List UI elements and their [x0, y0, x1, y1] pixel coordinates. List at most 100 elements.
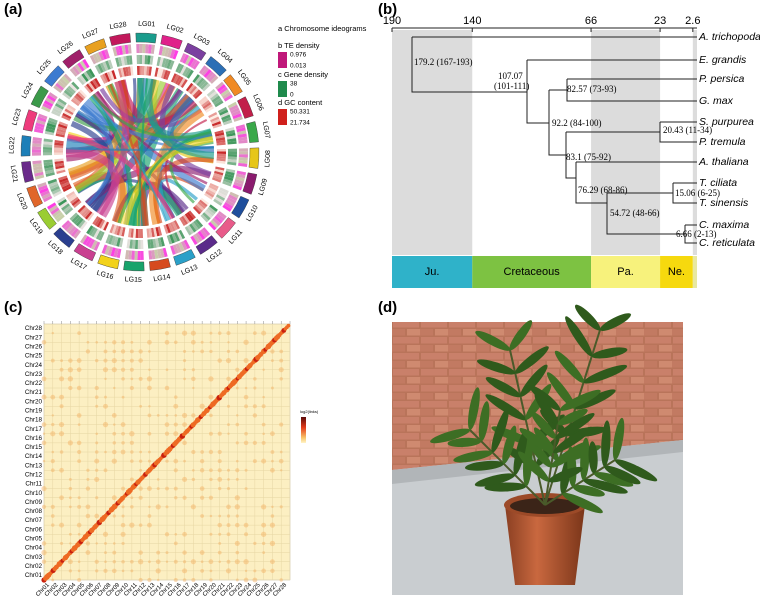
interchrom-signal [269, 540, 276, 547]
soil [510, 498, 580, 514]
y-chr-label: Chr14 [25, 453, 43, 460]
leaflet [553, 426, 593, 454]
chromosome-label: LG27 [81, 28, 100, 41]
interchrom-signal [59, 450, 64, 454]
interchrom-signal [51, 422, 55, 427]
gene-density [126, 55, 130, 65]
interchrom-signal [261, 458, 267, 464]
te-density [161, 46, 167, 57]
gene-density [226, 135, 237, 140]
synteny-link [67, 133, 175, 220]
interchrom-signal [218, 486, 222, 491]
te-density [217, 84, 226, 93]
interchrom-signal [77, 423, 81, 426]
te-density [145, 44, 149, 54]
gc-content [84, 85, 92, 94]
gene-density [67, 85, 76, 94]
interchrom-signal [77, 578, 82, 582]
te-density [238, 148, 248, 152]
gene-density [88, 226, 96, 236]
interchrom-signal [111, 495, 117, 501]
te-density [192, 60, 200, 70]
te-density [226, 197, 237, 204]
interchrom-signal [120, 522, 126, 528]
gene-density [105, 234, 112, 244]
gene-density [221, 114, 231, 121]
interchrom-signal [86, 468, 90, 472]
interchrom-signal [94, 358, 99, 363]
interchrom-signal [130, 459, 134, 463]
gc-content [146, 66, 150, 76]
interchrom-signal [138, 523, 143, 527]
interchrom-signal [244, 431, 248, 436]
y-chr-label: Chr22 [25, 380, 43, 387]
leaflet [485, 394, 526, 421]
gc-content [136, 66, 140, 76]
leaflet [593, 472, 634, 487]
interchrom-signal [138, 486, 143, 491]
gene-density [156, 56, 162, 67]
leaflet [515, 346, 549, 374]
te-density [118, 45, 124, 55]
gc-content [81, 208, 89, 217]
gene-density [120, 56, 125, 66]
interchrom-signal [120, 531, 126, 537]
te-density [175, 243, 182, 253]
te-density [32, 146, 42, 150]
gene-density [217, 192, 227, 199]
ideogram [215, 217, 236, 239]
gene-density [86, 225, 94, 235]
gene-density [147, 239, 152, 249]
gc-content [86, 212, 95, 222]
interchrom-signal [50, 468, 55, 473]
interchrom-signal [183, 377, 186, 381]
gene-density [223, 119, 233, 126]
gene-density [194, 75, 203, 85]
interchrom-signal [67, 559, 73, 565]
gc-content [61, 115, 71, 122]
te-density [142, 44, 146, 54]
interchrom-signal [190, 559, 196, 565]
interchrom-signal [77, 532, 81, 536]
gc-content [187, 84, 196, 93]
interchrom-signal [112, 431, 117, 436]
interchrom-signal [243, 522, 249, 528]
interchrom-signal [217, 331, 222, 335]
phylogeny: 190 140 66 23 2.6 Ju. Cretaceous Pa. Ne. A. trich… [383, 15, 760, 288]
y-chr-label: Chr04 [25, 545, 43, 552]
chromosome-label: LG11 [228, 229, 244, 246]
interchrom-signal [120, 367, 126, 372]
chromosome-label: LG07 [261, 121, 271, 139]
interchrom-signal [59, 467, 64, 473]
y-chr-label: Chr26 [25, 344, 43, 351]
era-label: Pa. [617, 266, 634, 278]
interchrom-signal [59, 404, 64, 409]
interchrom-signal [226, 404, 231, 408]
chromosome-label: LG20 [15, 192, 28, 211]
interchrom-signal [181, 330, 188, 336]
gc-content [70, 196, 79, 205]
interchrom-signal [112, 550, 117, 555]
y-chr-label: Chr03 [25, 554, 43, 561]
gene-density [149, 55, 154, 65]
interchrom-signal [77, 496, 81, 500]
te-density [101, 244, 108, 255]
chromosome-label: LG23 [11, 108, 22, 126]
te-density [112, 46, 118, 57]
gene-density [43, 141, 53, 145]
interchrom-signal [253, 541, 257, 546]
gene-density [224, 173, 235, 179]
interchrom-signal [147, 339, 152, 345]
interchrom-signal [147, 514, 152, 518]
interchrom-signal [130, 377, 134, 381]
te-density [209, 75, 219, 84]
gene-density [196, 77, 205, 87]
gc-content [214, 168, 224, 174]
gene-density [144, 55, 148, 65]
gene-density [215, 194, 226, 202]
ideogram [123, 260, 145, 272]
ideogram [149, 258, 171, 271]
leaflet [447, 437, 482, 448]
te-density [50, 207, 60, 215]
interchrom-signal [270, 568, 275, 574]
